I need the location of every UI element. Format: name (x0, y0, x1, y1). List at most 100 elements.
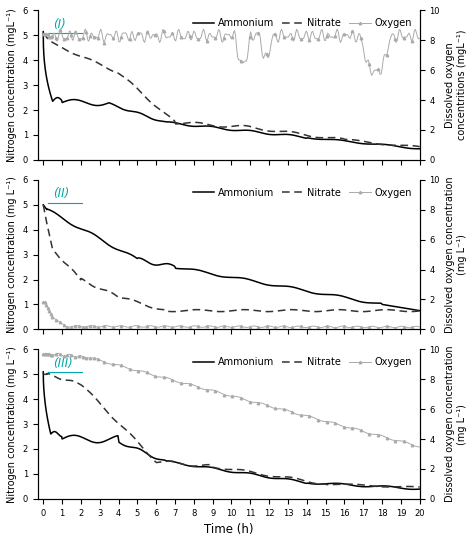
Nitrate (417, 308, 422, 314)
Ammonium (87, 229, 93, 236)
Oxygen (88, 355, 93, 361)
Nitrate (417, 484, 422, 490)
Ammonium (95, 102, 100, 109)
Oxygen (40, 351, 46, 357)
Oxygen (40, 299, 46, 306)
Oxygen (65, 33, 71, 40)
Y-axis label: Nitrogen concentration (mg L⁻¹): Nitrogen concentration (mg L⁻¹) (7, 176, 17, 333)
Ammonium (417, 307, 422, 314)
Oxygen (55, 34, 61, 41)
Nitrate (95, 285, 100, 292)
Ammonium (417, 486, 422, 493)
Oxygen (100, 36, 106, 42)
Ammonium (41, 43, 46, 49)
Ammonium (95, 233, 100, 240)
Nitrate (87, 281, 93, 288)
Legend: Ammonium, Nitrate, Oxygen: Ammonium, Nitrate, Oxygen (190, 15, 415, 31)
Nitrate (55, 42, 61, 49)
Ammonium (87, 101, 93, 108)
Oxygen (55, 350, 61, 357)
Line: Nitrate: Nitrate (43, 205, 419, 312)
Line: Oxygen: Oxygen (42, 301, 421, 329)
Ammonium (65, 433, 71, 440)
Oxygen (95, 324, 100, 330)
Y-axis label: Nitrogen concentration (mgL⁻¹): Nitrogen concentration (mgL⁻¹) (7, 8, 17, 162)
Ammonium (41, 202, 46, 209)
Line: Nitrate: Nitrate (43, 374, 419, 487)
Ammonium (40, 201, 46, 208)
Nitrate (95, 398, 101, 405)
Ammonium (95, 439, 100, 446)
Ammonium (65, 219, 71, 225)
Text: (III): (III) (53, 357, 73, 370)
Oxygen (56, 350, 62, 357)
Oxygen (417, 35, 422, 42)
Ammonium (55, 431, 61, 438)
Oxygen (406, 325, 412, 331)
Nitrate (40, 29, 46, 36)
Oxygen (40, 31, 46, 37)
Line: Oxygen: Oxygen (42, 352, 421, 448)
Ammonium (40, 369, 46, 375)
Ammonium (55, 212, 61, 218)
Nitrate (101, 405, 107, 412)
Nitrate (65, 262, 71, 269)
Oxygen (41, 31, 46, 37)
Nitrate (417, 143, 422, 150)
Text: (II): (II) (53, 187, 69, 200)
Nitrate (55, 253, 61, 260)
Oxygen (100, 323, 106, 330)
Nitrate (40, 201, 46, 208)
Nitrate (95, 60, 100, 66)
Oxygen (65, 351, 71, 358)
Ammonium (100, 439, 106, 445)
Oxygen (369, 72, 374, 79)
Ammonium (100, 102, 106, 108)
Nitrate (100, 286, 106, 293)
Nitrate (218, 308, 223, 315)
Line: Ammonium: Ammonium (43, 31, 419, 149)
Nitrate (87, 56, 93, 62)
Nitrate (44, 370, 50, 377)
Ammonium (40, 28, 46, 35)
Nitrate (100, 62, 106, 69)
Ammonium (410, 486, 416, 493)
Nitrate (41, 203, 46, 209)
Nitrate (88, 390, 93, 396)
Oxygen (55, 318, 61, 325)
Legend: Ammonium, Nitrate, Oxygen: Ammonium, Nitrate, Oxygen (190, 185, 415, 200)
Oxygen (95, 356, 101, 363)
Oxygen (417, 324, 422, 330)
Line: Nitrate: Nitrate (43, 33, 419, 147)
Line: Oxygen: Oxygen (42, 28, 421, 77)
Nitrate (41, 371, 46, 377)
Nitrate (56, 375, 62, 382)
Ammonium (100, 237, 106, 244)
Ammonium (87, 438, 93, 444)
Oxygen (87, 323, 93, 329)
Oxygen (101, 359, 107, 365)
Oxygen (87, 33, 93, 39)
Oxygen (65, 324, 71, 330)
Y-axis label: Dissolved oxygen concentration
(mg L⁻¹): Dissolved oxygen concentration (mg L⁻¹) (446, 346, 467, 502)
Oxygen (95, 35, 100, 41)
Ammonium (65, 97, 71, 104)
Y-axis label: Dissolved oxygen concentration
(mg L⁻¹): Dissolved oxygen concentration (mg L⁻¹) (446, 176, 467, 333)
Ammonium (55, 94, 61, 101)
Ammonium (417, 146, 422, 152)
Y-axis label: Dissolved oxygen
concentritions (mgL⁻¹): Dissolved oxygen concentritions (mgL⁻¹) (446, 30, 467, 141)
Nitrate (40, 371, 46, 377)
Nitrate (65, 377, 71, 383)
Line: Ammonium: Ammonium (43, 372, 419, 489)
Legend: Ammonium, Nitrate, Oxygen: Ammonium, Nitrate, Oxygen (190, 354, 415, 370)
Line: Ammonium: Ammonium (43, 205, 419, 311)
Ammonium (41, 378, 46, 385)
Oxygen (41, 299, 46, 306)
Y-axis label: Nitrogen concentration (mg L⁻¹): Nitrogen concentration (mg L⁻¹) (7, 346, 17, 502)
Oxygen (335, 26, 340, 33)
Oxygen (417, 444, 422, 450)
Nitrate (41, 30, 46, 36)
Oxygen (41, 351, 46, 357)
X-axis label: Time (h): Time (h) (204, 523, 254, 536)
Text: (I): (I) (53, 18, 65, 31)
